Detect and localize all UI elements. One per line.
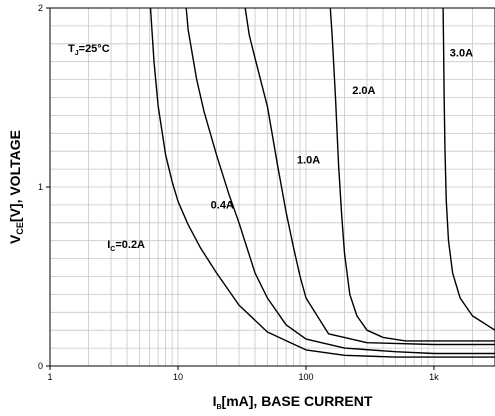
- y-tick-label: 0: [38, 361, 43, 371]
- curve-1: [185, 7, 495, 355]
- x-tick-label: 10: [173, 372, 183, 382]
- x-axis-label: IB[mA], BASE CURRENT: [213, 393, 373, 411]
- grid: [49, 8, 495, 366]
- curve-label-2: 1.0A: [297, 155, 320, 167]
- curve-3: [329, 7, 495, 342]
- curve-label-4: 3.0A: [450, 47, 473, 59]
- curve-label-1: 0.4A: [211, 199, 234, 211]
- curve-label-0: IC=0.2A: [107, 239, 145, 253]
- curve-4: [442, 7, 495, 331]
- y-axis-label: VCE[V], VOLTAGE: [7, 130, 25, 244]
- curve-labels: IC=0.2A 0.4A 1.0A 2.0A 3.0A: [107, 47, 473, 253]
- y-tick-label: 2: [38, 3, 43, 13]
- y-tick-label: 1: [38, 182, 43, 192]
- x-tick-label: 100: [298, 372, 313, 382]
- curves: [149, 7, 495, 358]
- curve-0: [149, 7, 495, 358]
- junction-temperature-label: TJ=25°C: [68, 43, 110, 57]
- x-tick-label: 1k: [429, 372, 439, 382]
- curve-label-3: 2.0A: [352, 85, 375, 97]
- tick-marks: [46, 7, 435, 370]
- curve-2: [244, 7, 495, 346]
- x-tick-label: 1: [47, 372, 52, 382]
